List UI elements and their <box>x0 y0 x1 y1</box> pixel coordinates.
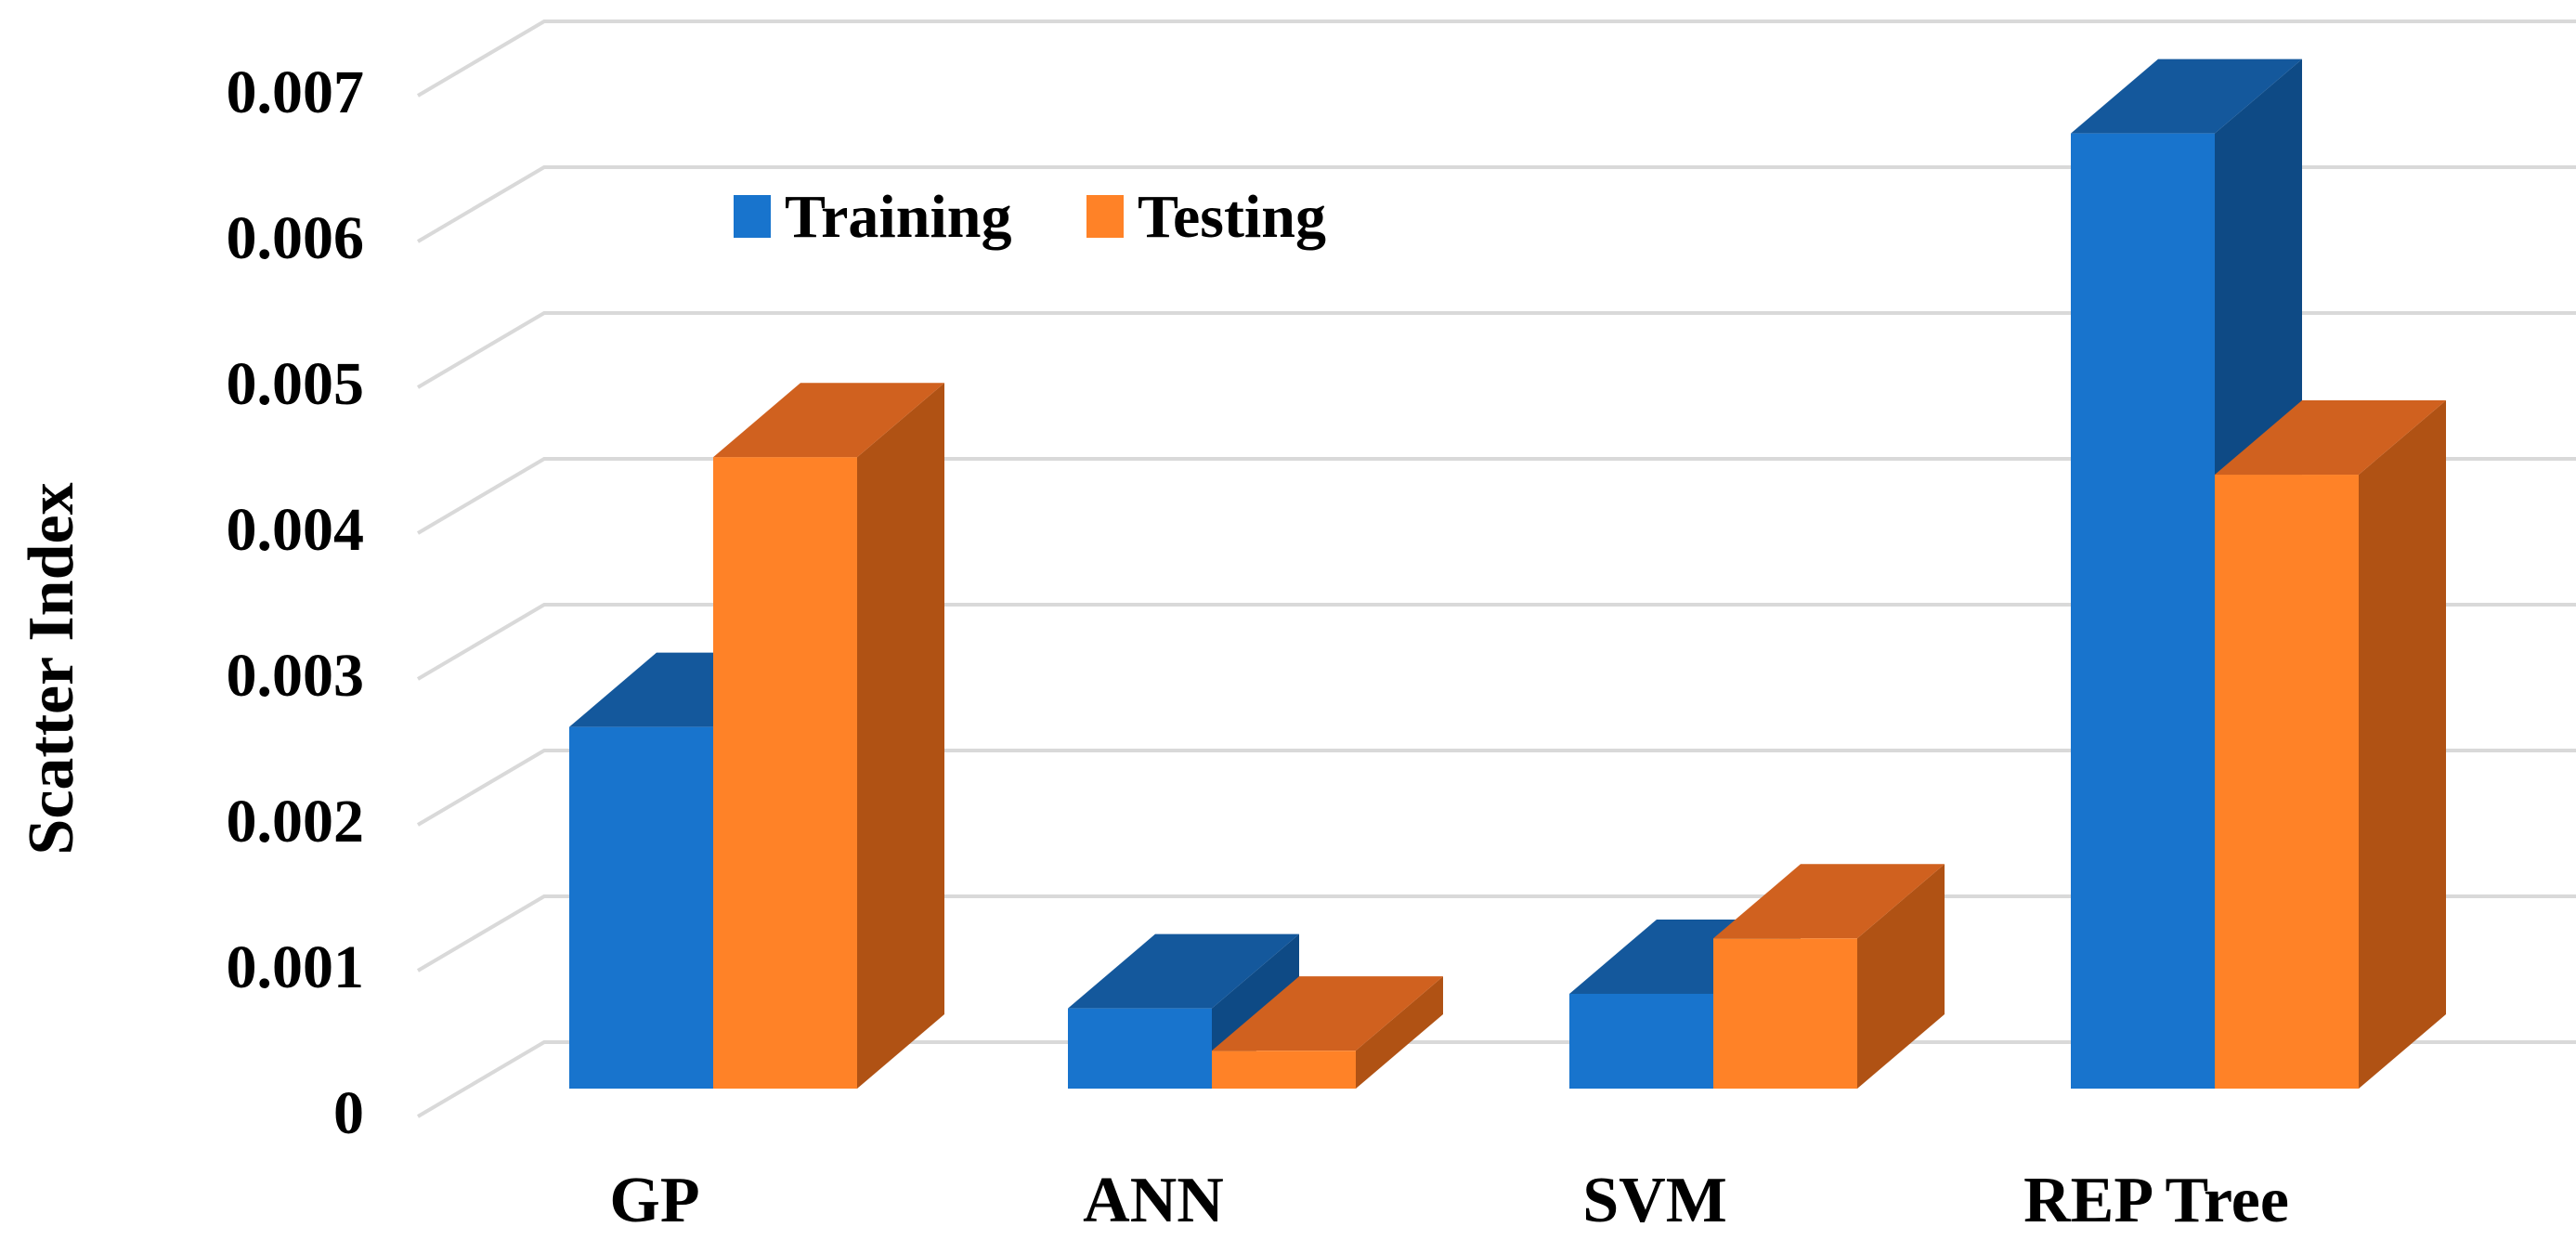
gridline <box>416 165 2576 243</box>
y-tick-label: 0.003 <box>227 642 365 710</box>
bar-testing-svm <box>1713 864 1945 1089</box>
gridline <box>416 20 2576 98</box>
bar-front <box>569 726 713 1089</box>
bar-top <box>1212 976 1443 1051</box>
bar-side <box>2359 400 2446 1089</box>
bar-top <box>1068 933 1299 1009</box>
bars <box>569 59 2446 1089</box>
y-axis-title: Scatter Index <box>16 482 87 855</box>
x-category-label: GP <box>609 1165 699 1236</box>
bar-front <box>1569 993 1713 1089</box>
bar-front <box>2215 475 2359 1089</box>
y-tick-label: 0.007 <box>227 59 365 126</box>
gridline <box>416 749 2576 827</box>
bar-testing-rep-tree <box>2215 400 2446 1089</box>
legend-label-testing: Testing <box>1138 183 1326 251</box>
gridline <box>416 603 2576 681</box>
legend: Training Testing <box>734 183 1326 251</box>
bar-front <box>1068 1008 1212 1089</box>
y-tick-label: 0 <box>333 1079 364 1147</box>
bar-side <box>1356 976 1443 1089</box>
legend-label-training: Training <box>785 183 1012 251</box>
bar-top <box>2071 59 2302 134</box>
bar-testing-gp <box>713 383 944 1089</box>
legend-swatch-training <box>734 195 771 238</box>
bar-top <box>1713 864 1945 939</box>
bar-front <box>713 457 857 1089</box>
x-category-label: ANN <box>1083 1165 1224 1236</box>
bar-side <box>857 383 944 1089</box>
y-tick-label: 0.004 <box>227 496 365 564</box>
legend-swatch-testing <box>1086 195 1124 238</box>
x-category-label: REP Tree <box>2023 1165 2289 1236</box>
bar-front <box>1212 1051 1356 1089</box>
y-axis-ticks: 0 0.001 0.002 0.003 0.004 0.005 0.006 0.007 <box>227 59 365 1147</box>
bar-top <box>713 383 944 458</box>
x-axis-categories: GP ANN SVM REP Tree <box>609 1165 2289 1236</box>
y-tick-label: 0.005 <box>227 350 365 418</box>
bar-side <box>1857 864 1945 1089</box>
gridline <box>416 311 2576 389</box>
bar-testing-ann <box>1212 976 1443 1089</box>
bar-front <box>1713 938 1857 1089</box>
gridlines <box>416 20 2576 1118</box>
y-tick-label: 0.001 <box>227 933 365 1001</box>
bar-top <box>2215 400 2446 476</box>
x-category-label: SVM <box>1582 1165 1727 1236</box>
bar-front <box>2071 133 2215 1089</box>
y-tick-label: 0.002 <box>227 788 365 855</box>
gridline <box>416 457 2576 535</box>
y-tick-label: 0.006 <box>227 204 365 272</box>
